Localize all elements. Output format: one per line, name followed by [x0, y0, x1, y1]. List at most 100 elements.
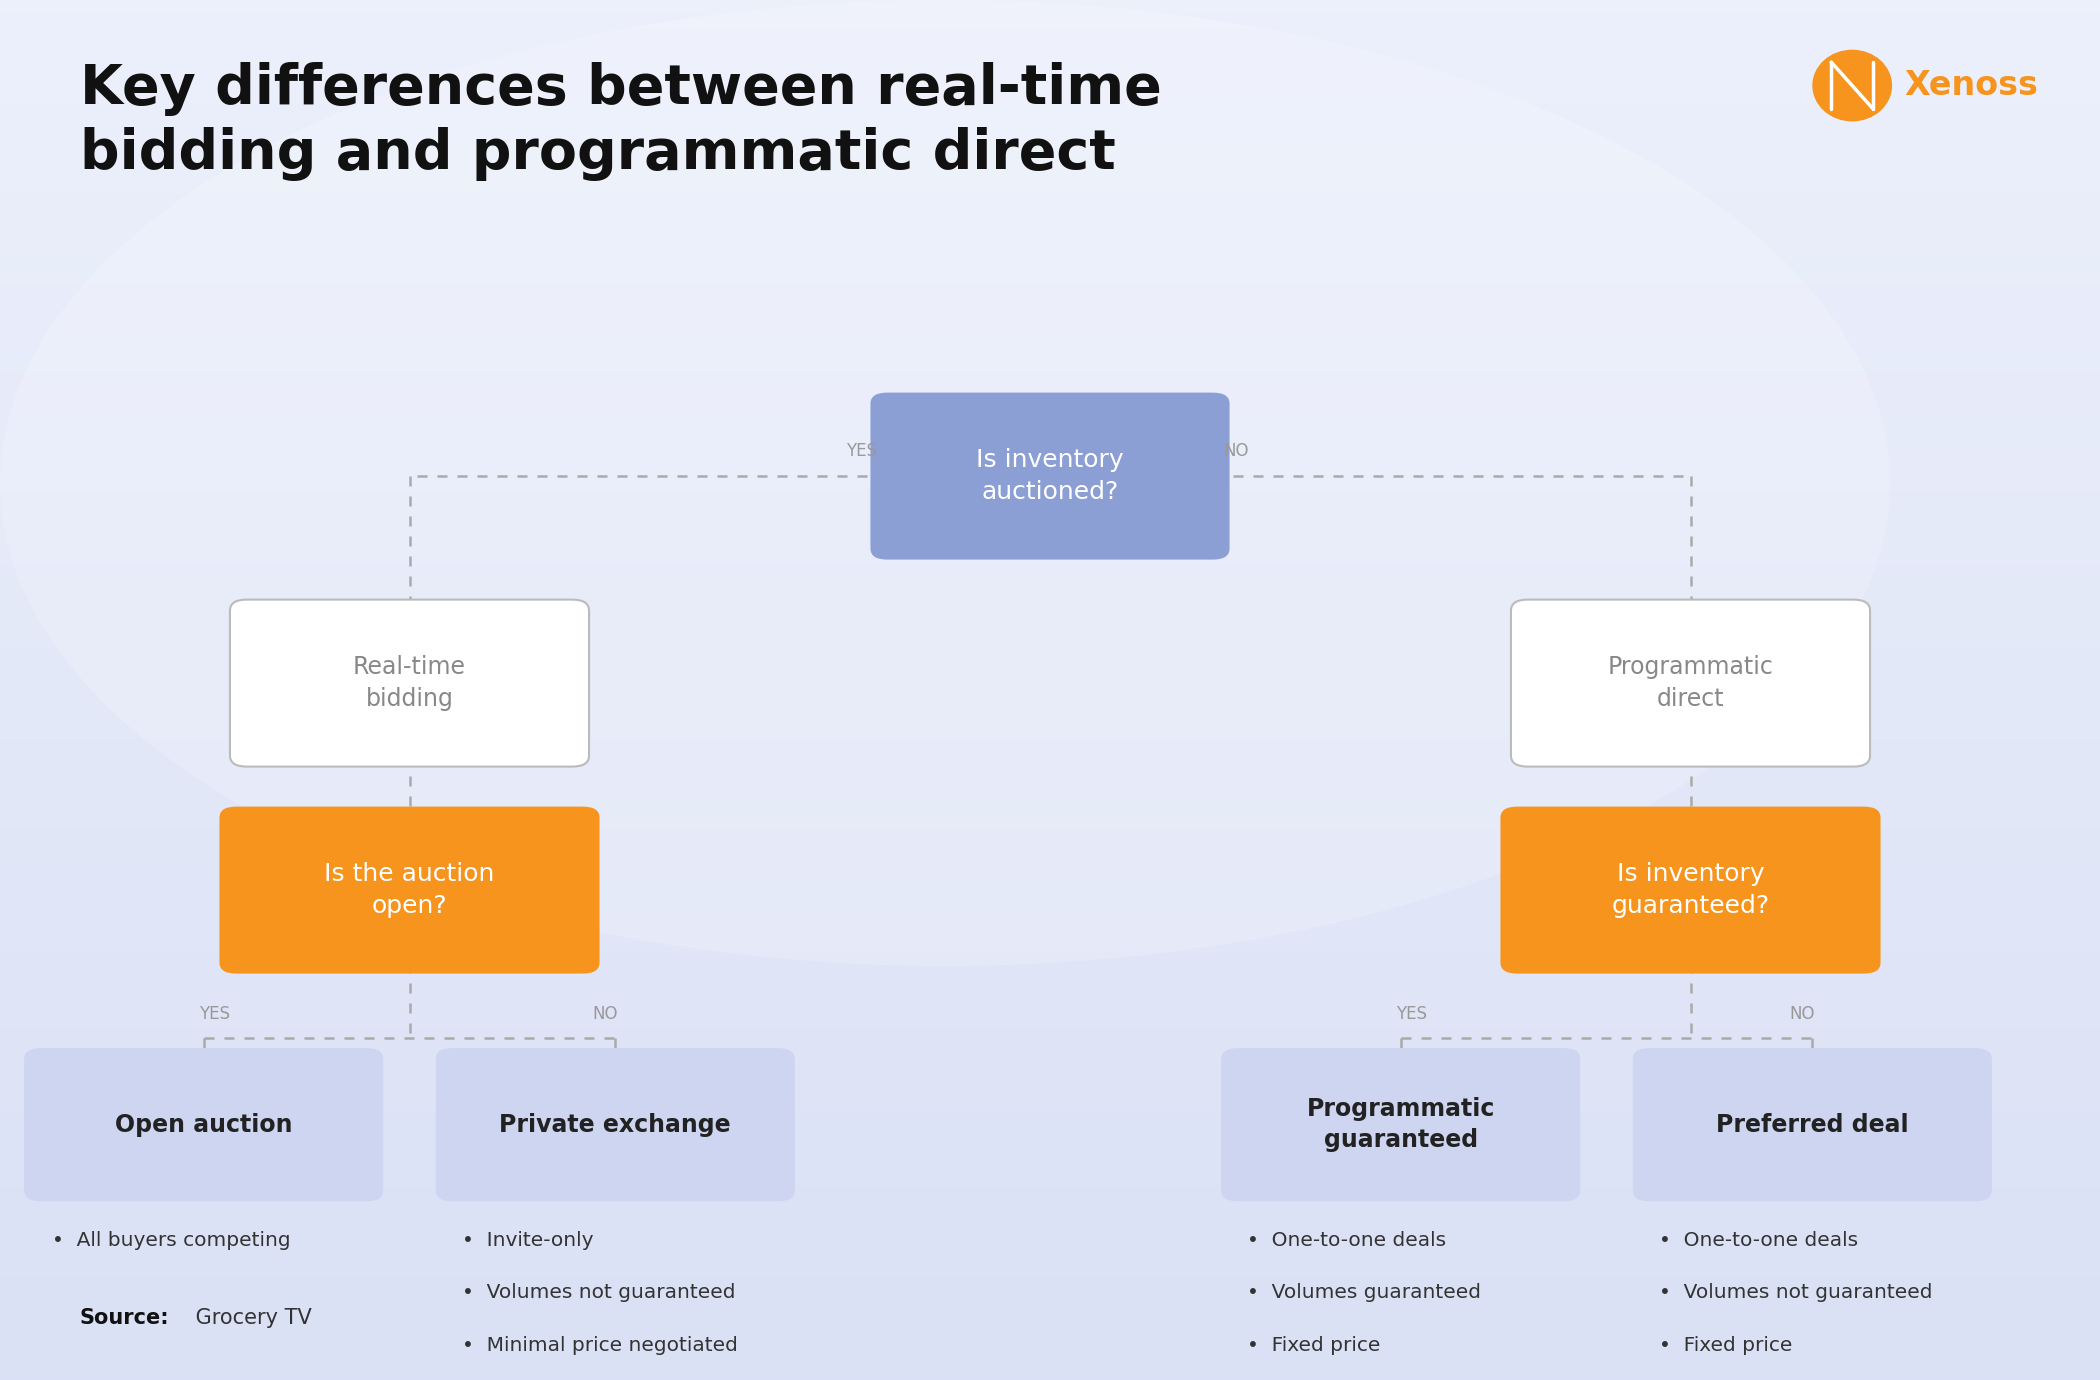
Text: •  Invite-only: • Invite-only	[462, 1231, 594, 1250]
Bar	[0, 324, 2100, 331]
Bar	[0, 145, 2100, 152]
Bar	[0, 1166, 2100, 1173]
Bar	[0, 593, 2100, 600]
Text: •  One-to-one deals: • One-to-one deals	[1659, 1231, 1858, 1250]
Bar	[0, 800, 2100, 807]
Bar	[0, 897, 2100, 904]
Bar	[0, 511, 2100, 518]
Text: Is inventory
auctioned?: Is inventory auctioned?	[976, 448, 1124, 504]
Bar	[0, 386, 2100, 393]
Bar	[0, 1070, 2100, 1076]
Bar	[0, 752, 2100, 759]
FancyBboxPatch shape	[435, 1049, 794, 1201]
Bar	[0, 911, 2100, 918]
Bar	[0, 255, 2100, 262]
Bar	[0, 1007, 2100, 1014]
Text: •  Fixed price: • Fixed price	[1247, 1336, 1382, 1355]
Bar	[0, 980, 2100, 987]
Bar	[0, 1366, 2100, 1373]
Bar	[0, 938, 2100, 945]
Bar	[0, 835, 2100, 842]
Bar	[0, 524, 2100, 531]
Bar	[0, 393, 2100, 400]
Bar	[0, 966, 2100, 973]
Text: •  Volumes guaranteed: • Volumes guaranteed	[1247, 1283, 1480, 1303]
Bar	[0, 531, 2100, 538]
Bar	[0, 552, 2100, 559]
Bar	[0, 1097, 2100, 1104]
Bar	[0, 586, 2100, 593]
Bar	[0, 455, 2100, 462]
FancyBboxPatch shape	[220, 806, 601, 974]
Bar	[0, 490, 2100, 497]
Bar	[0, 290, 2100, 297]
Bar	[0, 359, 2100, 366]
Bar	[0, 421, 2100, 428]
Bar	[0, 787, 2100, 793]
Bar	[0, 745, 2100, 752]
Bar	[0, 987, 2100, 994]
Bar	[0, 828, 2100, 835]
Bar	[0, 1187, 2100, 1194]
Bar	[0, 214, 2100, 221]
Bar	[0, 1180, 2100, 1187]
FancyBboxPatch shape	[1634, 1049, 1991, 1201]
Text: NO: NO	[1789, 1005, 1814, 1023]
Bar	[0, 159, 2100, 166]
Bar	[0, 1173, 2100, 1180]
Bar	[0, 428, 2100, 435]
Text: Xenoss: Xenoss	[1905, 69, 2039, 102]
Bar	[0, 545, 2100, 552]
Bar	[0, 0, 2100, 7]
Bar	[0, 1090, 2100, 1097]
Bar	[0, 669, 2100, 676]
Bar	[0, 724, 2100, 731]
Bar	[0, 1021, 2100, 1028]
Bar	[0, 925, 2100, 932]
Bar	[0, 338, 2100, 345]
FancyBboxPatch shape	[1222, 1049, 1579, 1201]
Bar	[0, 448, 2100, 455]
Bar	[0, 1208, 2100, 1214]
Text: Grocery TV: Grocery TV	[189, 1308, 311, 1328]
Bar	[0, 1228, 2100, 1235]
Text: Programmatic
guaranteed: Programmatic guaranteed	[1306, 1097, 1495, 1152]
Bar	[0, 1035, 2100, 1042]
Bar	[0, 241, 2100, 248]
Bar	[0, 662, 2100, 669]
Bar	[0, 918, 2100, 925]
Bar	[0, 1125, 2100, 1132]
Bar	[0, 1242, 2100, 1249]
Bar	[0, 310, 2100, 317]
Text: Source:: Source:	[80, 1308, 170, 1328]
Bar	[0, 628, 2100, 635]
Bar	[0, 21, 2100, 28]
FancyBboxPatch shape	[1512, 600, 1871, 767]
Bar	[0, 697, 2100, 704]
Bar	[0, 1235, 2100, 1242]
Bar	[0, 1352, 2100, 1359]
Bar	[0, 345, 2100, 352]
Bar	[0, 1325, 2100, 1332]
Text: •  Fixed price: • Fixed price	[1659, 1336, 1793, 1355]
Bar	[0, 566, 2100, 573]
Bar	[0, 380, 2100, 386]
Bar	[0, 97, 2100, 104]
Bar	[0, 738, 2100, 745]
Bar	[0, 297, 2100, 304]
Bar	[0, 621, 2100, 628]
Bar	[0, 1359, 2100, 1366]
Text: Real-time
bidding: Real-time bidding	[353, 656, 466, 711]
Bar	[0, 1283, 2100, 1290]
Text: Private exchange: Private exchange	[500, 1112, 731, 1137]
Text: •  All buyers competing: • All buyers competing	[52, 1231, 292, 1250]
Bar	[0, 614, 2100, 621]
Bar	[0, 497, 2100, 504]
Bar	[0, 152, 2100, 159]
Bar	[0, 1145, 2100, 1152]
Bar	[0, 76, 2100, 83]
Bar	[0, 1270, 2100, 1277]
Bar	[0, 945, 2100, 952]
Bar	[0, 580, 2100, 586]
Text: Programmatic
direct: Programmatic direct	[1609, 656, 1772, 711]
